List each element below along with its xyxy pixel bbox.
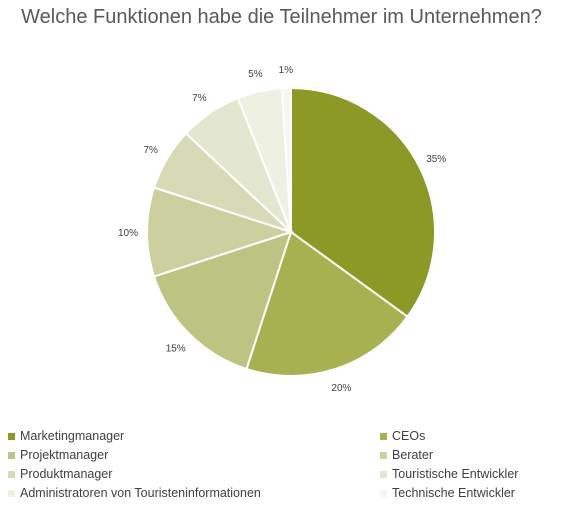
legend-swatch [380, 490, 387, 497]
data-label-8: 1% [279, 65, 294, 76]
pie-slice-1 [290, 86, 436, 319]
legend-swatch [8, 452, 15, 459]
legend-swatch [380, 471, 387, 478]
data-label-2: 20% [331, 383, 351, 394]
legend-label: Marketingmanager [20, 429, 125, 443]
pie-slice-8 [280, 86, 292, 233]
legend-label: Administratoren von Touristeninformation… [20, 486, 261, 500]
legend-label: Touristische Entwickler [392, 467, 519, 481]
legend-item-3: Projektmanager [8, 446, 108, 465]
data-label-1: 35% [426, 154, 446, 165]
legend-item-6: Touristische Entwickler [380, 465, 518, 484]
legend-item-2: CEOs [380, 427, 425, 446]
legend-label: Berater [392, 448, 433, 462]
legend-item-4: Berater [380, 446, 433, 465]
legend-item-5: Produktmanager [8, 465, 112, 484]
data-label-4: 10% [118, 228, 138, 239]
legend-swatch [380, 452, 387, 459]
legend-label: Projektmanager [20, 448, 109, 462]
chart-title: Welche Funktionen habe die Teilnehmer im… [21, 6, 542, 28]
legend-item-7: Administratoren von Touristeninformation… [8, 484, 261, 503]
pie-chart: 35% 20% 15% 10% 7% 7% 5% 1% [118, 65, 446, 394]
data-label-5: 7% [143, 145, 158, 156]
legend-item-1: Marketingmanager [8, 427, 124, 446]
pie-slice-4 [146, 186, 295, 278]
legend-label: CEOs [392, 429, 426, 443]
legend-swatch [380, 433, 387, 440]
legend-item-8: Technische Entwickler [380, 484, 515, 503]
data-label-3: 15% [166, 343, 186, 354]
data-label-7: 5% [248, 69, 263, 80]
data-label-6: 7% [192, 93, 207, 104]
legend-swatch [8, 490, 15, 497]
legend-swatch [8, 471, 15, 478]
pie-slice-2 [245, 230, 409, 377]
legend-swatch [8, 433, 15, 440]
legend-label: Technische Entwickler [392, 486, 515, 500]
legend-label: Produktmanager [20, 467, 113, 481]
